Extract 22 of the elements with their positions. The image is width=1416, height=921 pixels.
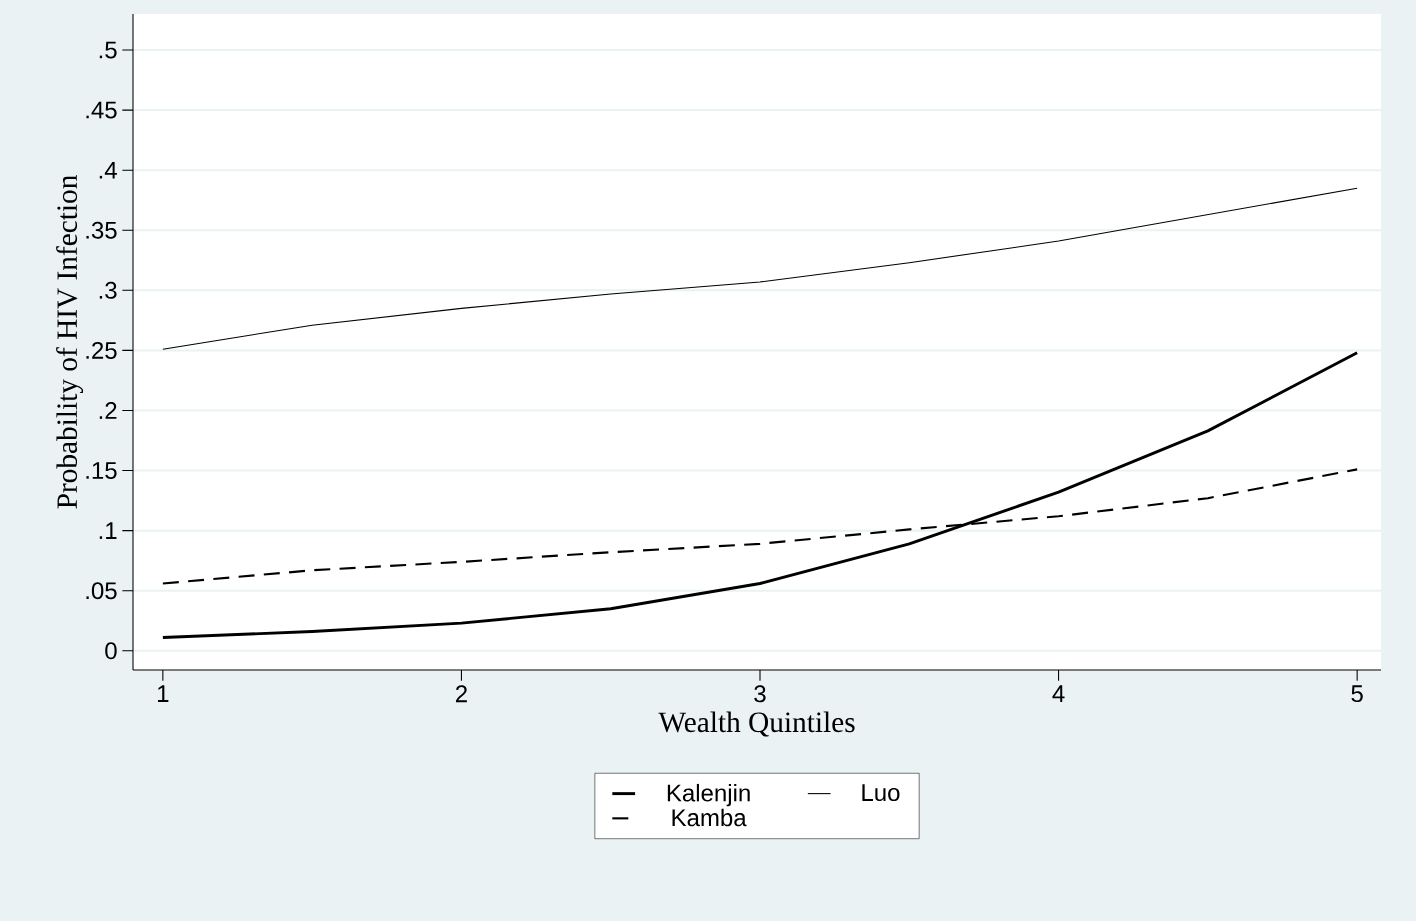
y-tick-label: 0 xyxy=(105,642,117,660)
y-tick-label: .15 xyxy=(86,462,117,479)
y-tick-label: .35 xyxy=(86,221,117,239)
y-tick-label: .1 xyxy=(99,522,117,539)
x-tick-label: 2 xyxy=(455,685,467,703)
y-axis-title: Probability of HIV Infection xyxy=(56,175,84,509)
x-tick-label: 1 xyxy=(158,685,169,702)
y-tick-label: .2 xyxy=(99,402,117,419)
y-tick-label: .05 xyxy=(86,582,117,600)
y-tick-label: .4 xyxy=(99,161,117,179)
legend-label: Kamba xyxy=(672,808,747,827)
legend-label: Luo xyxy=(862,784,900,802)
x-axis-title: Wealth Quintiles xyxy=(658,711,855,737)
x-tick-label: 5 xyxy=(1351,685,1363,703)
x-tick-label: 4 xyxy=(1052,685,1065,702)
y-tick-label: .5 xyxy=(99,41,117,59)
y-tick-label: .45 xyxy=(86,101,117,119)
legend-label: Kalenjin xyxy=(667,783,750,807)
line-series xyxy=(161,351,1359,640)
y-tick-label: .3 xyxy=(99,281,117,299)
x-tick-label: 3 xyxy=(754,685,766,703)
y-tick-label: .25 xyxy=(86,341,117,359)
